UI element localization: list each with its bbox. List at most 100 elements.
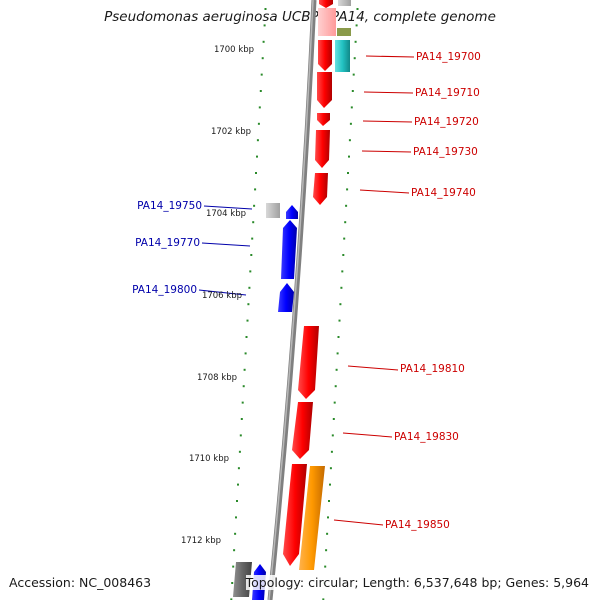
scale-tick-left [262, 40, 265, 43]
scale-tick-right [337, 336, 340, 338]
scale-tick-left [248, 286, 251, 289]
scale-tick-left [242, 385, 245, 388]
scale-tick-right [340, 286, 343, 289]
map-title: Pseudomonas aeruginosa UCBPP-PA14, compl… [104, 9, 496, 25]
scale-tick-right [346, 188, 349, 191]
gene-label-forward[interactable]: PA14_19720 [414, 116, 479, 128]
gene-label-forward[interactable]: PA14_19850 [385, 519, 450, 531]
scale-tick-left [253, 204, 256, 207]
scale-tick-left [251, 237, 254, 240]
scale-tick-left [241, 401, 244, 404]
gene-label-forward[interactable]: PA14_19810 [400, 363, 465, 375]
gene-label-reverse[interactable]: PA14_19770 [135, 237, 200, 249]
scale-tick-left [233, 549, 236, 552]
scale-tick-right [350, 106, 353, 109]
scale-tick-left [256, 155, 258, 158]
scale-tick-left [235, 516, 237, 519]
scale-tick-right [331, 434, 334, 437]
cyan-feature [335, 40, 350, 72]
scale-tick-right [351, 90, 354, 92]
scale-tick-left [263, 24, 266, 27]
scale-tick-right [338, 319, 341, 322]
label-leaders [198, 55, 415, 526]
scale-tick-left [230, 598, 233, 600]
scale-tick-right [334, 385, 337, 388]
scale-tick-left [240, 418, 243, 420]
scale-tick-left [232, 565, 235, 568]
scale-tick-right [345, 204, 348, 207]
kbp-label: 1700 kbp [214, 45, 254, 55]
gene-label-forward[interactable]: PA14_19710 [415, 87, 480, 99]
forward-gene-19710 [317, 72, 332, 108]
gene-label-forward[interactable]: PA14_19740 [411, 187, 476, 199]
forward-gene-19730 [315, 130, 330, 168]
scale-tick-right [355, 24, 358, 27]
scale-tick-left [239, 434, 242, 437]
forward-gene-19740 [313, 173, 328, 205]
scale-tick-right [325, 549, 328, 552]
scale-tick-right [348, 155, 350, 158]
scale-tick-right [342, 254, 345, 256]
scale-tick-left [238, 450, 241, 453]
scale-tick-right [330, 450, 333, 453]
scale-tick-left [243, 368, 246, 371]
scale-tick-right [347, 172, 349, 174]
leader-line-forward [362, 120, 413, 123]
leader-line-forward [342, 432, 393, 438]
scale-tick-right [324, 565, 327, 568]
accession-text: Accession: NC_008463 [9, 575, 152, 590]
leader-line-forward [363, 91, 414, 94]
scale-tick-left [237, 483, 239, 486]
scale-tick-right [326, 532, 329, 535]
scale-tick-left [264, 8, 267, 10]
forward-gene-19700 [318, 40, 332, 71]
genome-backbone [267, 0, 317, 600]
scale-tick-left [260, 73, 263, 76]
reverse-gene-19750 [286, 205, 298, 219]
gene-label-forward[interactable]: PA14_19730 [413, 146, 478, 158]
scale-tick-left [236, 500, 238, 502]
genome-summary-text: Topology: circular; Length: 6,537,648 bp… [245, 575, 589, 590]
scale-tick-left [257, 122, 260, 125]
kbp-label: 1702 kbp [211, 127, 251, 137]
gene-label-reverse[interactable]: PA14_19800 [132, 284, 197, 296]
leader-line-reverse [198, 289, 247, 296]
forward-gene-19850 [283, 464, 307, 566]
kbp-label: 1710 kbp [189, 454, 229, 464]
gray-feature-19750 [266, 203, 280, 218]
forward-gene-top-partial [319, 0, 333, 8]
scale-tick-left [246, 319, 249, 322]
gene-label-forward[interactable]: PA14_19830 [394, 431, 459, 443]
scale-tick-right [344, 221, 347, 224]
genome-backbone-highlight [268, 0, 314, 600]
scale-tick-right [349, 122, 352, 125]
scale-tick-left [255, 172, 257, 174]
scale-tick-right [354, 40, 357, 43]
feature-top-pink [318, 8, 336, 36]
scale-tick-left [252, 221, 255, 224]
scale-tick-right [322, 598, 325, 600]
gene-label-forward[interactable]: PA14_19700 [416, 51, 481, 63]
gene-label-reverse[interactable]: PA14_19750 [137, 200, 202, 212]
leader-line-reverse [201, 242, 251, 247]
leader-line-forward [361, 150, 412, 153]
orange-feature [299, 466, 325, 570]
scale-tick-right [328, 500, 330, 502]
scale-tick-right [335, 368, 338, 371]
scale-tick-right [356, 8, 359, 10]
leader-line-forward [333, 519, 384, 526]
leader-line-forward [347, 365, 399, 371]
scale-tick-right [353, 57, 356, 60]
feature-top-gray [338, 0, 351, 6]
leader-line-forward [365, 55, 415, 58]
scale-tick-right [348, 139, 351, 142]
scale-tick-right [329, 467, 332, 470]
forward-gene-19720 [317, 113, 330, 126]
scale-tick-right [333, 401, 336, 404]
scale-tick-left [254, 188, 257, 191]
scale-tick-right [352, 73, 355, 76]
tick-marks [230, 8, 359, 600]
kbp-label: 1708 kbp [197, 373, 237, 383]
scale-tick-right [343, 237, 346, 240]
